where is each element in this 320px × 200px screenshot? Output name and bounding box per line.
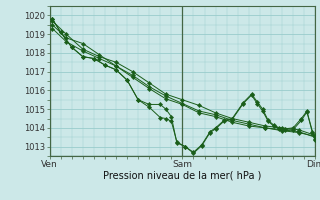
X-axis label: Pression niveau de la mer( hPa ): Pression niveau de la mer( hPa )	[103, 171, 261, 181]
